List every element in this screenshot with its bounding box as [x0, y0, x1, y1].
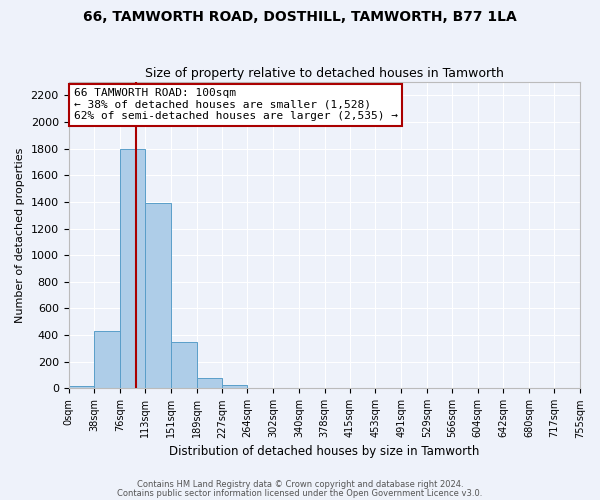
Bar	[145, 203, 171, 388]
Bar	[197, 378, 223, 388]
Text: Contains public sector information licensed under the Open Government Licence v3: Contains public sector information licen…	[118, 489, 482, 498]
Bar	[223, 385, 247, 388]
Y-axis label: Number of detached properties: Number of detached properties	[15, 148, 25, 323]
Bar	[94, 331, 120, 388]
Title: Size of property relative to detached houses in Tamworth: Size of property relative to detached ho…	[145, 66, 504, 80]
Text: 66, TAMWORTH ROAD, DOSTHILL, TAMWORTH, B77 1LA: 66, TAMWORTH ROAD, DOSTHILL, TAMWORTH, B…	[83, 10, 517, 24]
Bar	[68, 386, 94, 388]
Text: Contains HM Land Registry data © Crown copyright and database right 2024.: Contains HM Land Registry data © Crown c…	[137, 480, 463, 489]
Bar	[120, 148, 145, 388]
Bar	[171, 342, 197, 388]
Text: 66 TAMWORTH ROAD: 100sqm
← 38% of detached houses are smaller (1,528)
62% of sem: 66 TAMWORTH ROAD: 100sqm ← 38% of detach…	[74, 88, 398, 122]
X-axis label: Distribution of detached houses by size in Tamworth: Distribution of detached houses by size …	[169, 444, 479, 458]
